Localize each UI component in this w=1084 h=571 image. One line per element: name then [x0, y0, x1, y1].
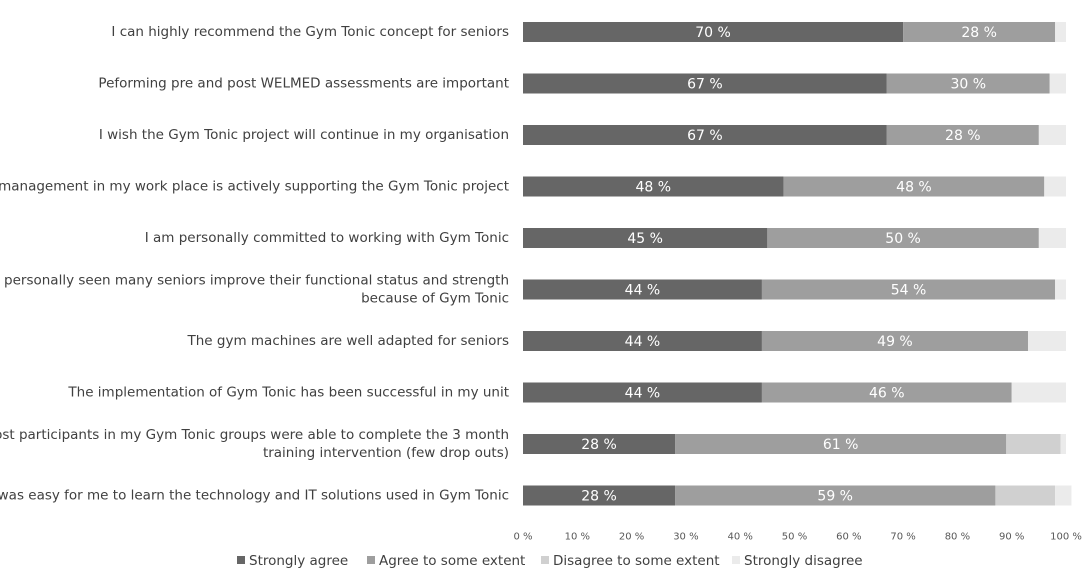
legend-label: Disagree to some extent: [553, 553, 720, 569]
bar-segment-agree-to-some-extent: [886, 125, 1039, 145]
category-label: I wish the Gym Tonic project will contin…: [99, 127, 509, 143]
bar-segment-strongly-disagree: [1055, 485, 1072, 506]
data-label: 48 %: [636, 180, 672, 196]
bar-segment-strongly-disagree: [1055, 22, 1066, 42]
bar-segment-strongly-disagree: [1011, 382, 1066, 403]
category-label: because of Gym Tonic: [361, 291, 509, 307]
x-tick-label: 80 %: [945, 532, 970, 543]
data-label: 28 %: [581, 437, 617, 453]
x-tick-label: 50 %: [782, 532, 807, 543]
bar-segment-strongly-disagree: [1044, 176, 1066, 197]
legend-label: Strongly disagree: [744, 553, 863, 569]
data-label: 67 %: [687, 77, 723, 93]
bar-segment-agree-to-some-extent: [767, 228, 1039, 248]
data-label: 70 %: [695, 25, 731, 41]
data-label: 61 %: [823, 437, 859, 453]
bar-segment-disagree-to-some-extent: [995, 485, 1056, 506]
bar-segment-agree-to-some-extent: [761, 331, 1028, 351]
bar-segment-strongly-disagree: [1060, 434, 1066, 454]
x-tick-label: 40 %: [727, 532, 752, 543]
x-tick-label: 0 %: [513, 532, 532, 543]
bar-segment-agree-to-some-extent: [886, 73, 1050, 94]
data-label: 50 %: [885, 231, 921, 247]
legend-swatch: [541, 556, 549, 564]
category-labels: I can highly recommend the Gym Tonic con…: [0, 24, 509, 504]
data-label: 44 %: [625, 334, 661, 350]
bar-segment-agree-to-some-extent: [675, 434, 1007, 454]
data-label: 28 %: [581, 489, 617, 505]
data-label: 48 %: [896, 180, 932, 196]
data-label: 59 %: [817, 489, 853, 505]
bar-segment-strongly-disagree: [1038, 228, 1066, 248]
category-label: Most participants in my Gym Tonic groups…: [0, 427, 509, 443]
category-label: The management in my work place is activ…: [0, 179, 509, 195]
category-label: I have personally seen many seniors impr…: [0, 273, 509, 289]
category-label: I can highly recommend the Gym Tonic con…: [111, 24, 509, 40]
bar-segment-strongly-agree: [523, 125, 887, 145]
category-label: I am personally committed to working wit…: [145, 230, 509, 246]
bar-segment-agree-to-some-extent: [761, 279, 1056, 300]
bar-segment-agree-to-some-extent: [675, 485, 996, 506]
category-label: The implementation of Gym Tonic has been…: [67, 385, 509, 401]
legend-swatch: [237, 556, 245, 564]
bar-segment-strongly-agree: [523, 331, 762, 351]
x-tick-label: 70 %: [890, 532, 915, 543]
category-label: training intervention (few drop outs): [263, 445, 509, 461]
x-tick-label: 10 %: [565, 532, 590, 543]
bar-segment-agree-to-some-extent: [783, 176, 1045, 197]
bar-segment-strongly-disagree: [1038, 125, 1066, 145]
category-label: The gym machines are well adapted for se…: [187, 333, 510, 349]
data-label: 30 %: [950, 77, 986, 93]
x-tick-label: 20 %: [619, 532, 644, 543]
data-label: 46 %: [869, 386, 905, 402]
legend-swatch: [367, 556, 375, 564]
data-label: 67 %: [687, 128, 723, 144]
x-tick-label: 30 %: [673, 532, 698, 543]
bar-segment-strongly-agree: [523, 73, 887, 94]
bar-segment-strongly-agree: [523, 382, 762, 403]
legend: Strongly agree Agree to some extent Disagr…: [237, 553, 863, 569]
bar-segment-strongly-disagree: [1055, 279, 1066, 300]
bar-segment-strongly-agree: [523, 434, 676, 454]
bar-segment-strongly-agree: [523, 485, 676, 506]
bar-segment-strongly-disagree: [1027, 331, 1066, 351]
data-label: 45 %: [627, 231, 663, 247]
category-label: Peforming pre and post WELMED assessment…: [98, 76, 509, 92]
x-axis: 0 % 10 % 20 % 30 % 40 % 50 % 60 % 70 % 80 % 90 % 1…: [513, 532, 1081, 543]
data-label: 54 %: [891, 283, 927, 299]
bar-segment-strongly-agree: [523, 176, 784, 197]
bar-segment-disagree-to-some-extent: [1006, 434, 1061, 454]
bar-segment-strongly-agree: [523, 228, 768, 248]
x-tick-label: 100 %: [1050, 532, 1082, 543]
data-label: 44 %: [625, 283, 661, 299]
bar-area: 70 % 28 % 67 % 30 % 67 % 28 % 48 % 48 % 45 % 50 %…: [523, 22, 1072, 506]
legend-label: Agree to some extent: [379, 553, 525, 569]
data-label: 44 %: [625, 386, 661, 402]
data-label: 49 %: [877, 334, 913, 350]
legend-label: Strongly agree: [249, 553, 348, 569]
bar-segment-strongly-agree: [523, 22, 904, 42]
bar-segment-agree-to-some-extent: [761, 382, 1012, 403]
legend-swatch: [732, 556, 740, 564]
bar-segment-strongly-agree: [523, 279, 762, 300]
data-label: 28 %: [961, 25, 997, 41]
x-tick-label: 60 %: [836, 532, 861, 543]
data-label: 28 %: [945, 128, 981, 144]
x-tick-label: 90 %: [999, 532, 1024, 543]
bar-segment-strongly-disagree: [1049, 73, 1066, 94]
bar-segment-agree-to-some-extent: [903, 22, 1056, 42]
category-label: It was easy for me to learn the technolo…: [0, 488, 509, 504]
